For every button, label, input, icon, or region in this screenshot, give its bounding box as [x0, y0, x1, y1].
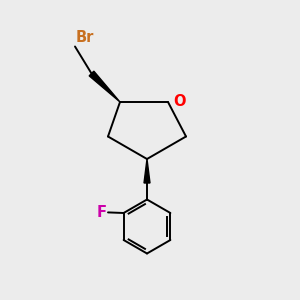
- Polygon shape: [89, 71, 120, 102]
- Text: O: O: [173, 94, 186, 109]
- Text: F: F: [97, 205, 107, 220]
- Text: Br: Br: [76, 30, 94, 45]
- Polygon shape: [144, 159, 150, 183]
